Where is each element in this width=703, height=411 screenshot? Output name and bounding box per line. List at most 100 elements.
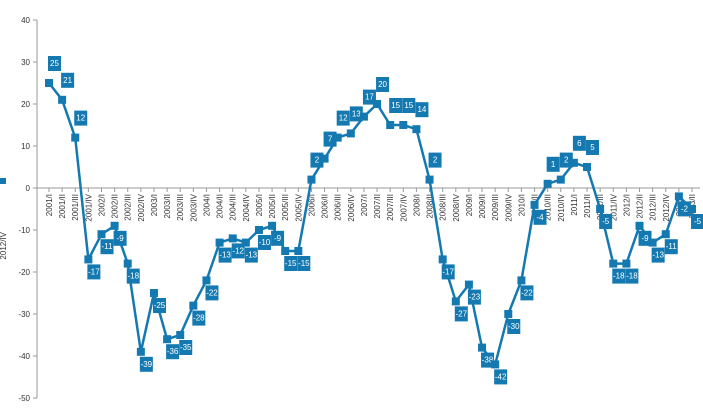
value-label: -17 (442, 267, 454, 276)
value-label: 12 (339, 114, 348, 123)
x-tick-label: 2001/III (71, 194, 80, 221)
point (530, 200, 539, 209)
y-tick-label: 10 (21, 142, 30, 151)
y-tick-label: -20 (18, 268, 30, 277)
value-label: -9 (641, 234, 649, 243)
point (583, 163, 592, 171)
value-label-bg (192, 310, 206, 326)
value-label: 1 (551, 160, 556, 169)
value-label: 2 (433, 156, 438, 165)
value-label-bg (691, 214, 703, 229)
value-label: -13 (246, 251, 258, 260)
x-tick-label: 2009/I (465, 194, 474, 216)
value-label: -9 (274, 234, 282, 243)
value-label-bg (310, 152, 324, 168)
value-label: 25 (50, 59, 59, 68)
value-label: -11 (666, 242, 678, 251)
y-tick-label: 0 (26, 184, 31, 193)
value-label-bg (126, 268, 140, 284)
point (136, 347, 145, 356)
value-label-bg (402, 98, 416, 113)
value-label-bg (152, 298, 166, 313)
value-label: -2 (681, 204, 689, 213)
point (320, 154, 329, 163)
point (241, 238, 250, 247)
point (478, 343, 487, 352)
value-label-bg (179, 340, 193, 355)
value-label: -15 (285, 259, 297, 268)
value-label-bg (113, 230, 127, 246)
x-tick-label: 2008/I (412, 194, 421, 216)
series-line (48, 82, 693, 368)
value-label: -10 (259, 238, 271, 247)
value-label-bg (599, 214, 613, 229)
x-tick-label: 2009/II (478, 194, 487, 218)
value-label: -42 (495, 372, 507, 381)
value-label: 15 (404, 101, 413, 110)
x-tick-label: 2001/I (45, 194, 54, 216)
point (543, 179, 552, 188)
point (399, 121, 408, 129)
point (622, 259, 631, 268)
value-label: -27 (456, 309, 468, 318)
value-label-bg (87, 264, 101, 280)
point (412, 125, 421, 134)
y-tick-label: -30 (18, 310, 30, 319)
value-label-bg (638, 230, 652, 246)
value-label-bg (494, 369, 508, 385)
point (228, 234, 237, 243)
point (674, 192, 683, 201)
x-tick-label: 2012/I (622, 194, 631, 216)
value-label-bg (257, 235, 271, 250)
value-label-bg (507, 319, 521, 334)
x-tick-label: 2003/II (163, 194, 172, 218)
value-label: -28 (193, 314, 205, 323)
point (556, 175, 565, 184)
value-label-bg (625, 268, 639, 284)
value-label-bg (271, 230, 285, 246)
point (176, 331, 185, 339)
x-tick-label: 2009/IV (504, 193, 513, 221)
point (189, 301, 198, 310)
point (163, 335, 172, 344)
point (517, 276, 526, 285)
value-label: -13 (219, 251, 231, 260)
value-label-bg (74, 110, 88, 126)
point (97, 230, 106, 239)
value-label: -12 (232, 246, 244, 255)
legend-label: 2012/IV (0, 231, 8, 259)
point (215, 238, 224, 247)
point (661, 230, 670, 239)
y-tick-label: -10 (18, 226, 30, 235)
value-label-bg (284, 256, 298, 271)
value-label: -22 (521, 288, 533, 297)
value-label: 17 (365, 93, 374, 102)
value-label: -39 (141, 360, 153, 369)
value-label: -18 (626, 272, 638, 281)
y-tick-label: 30 (21, 58, 30, 67)
x-tick-label: 2005/I (255, 194, 264, 216)
x-tick-label: 2002/III (124, 194, 133, 221)
value-label: -13 (652, 251, 664, 260)
value-label-bg (664, 239, 678, 255)
x-tick-label: 2008/II (426, 194, 435, 218)
point (281, 247, 290, 255)
x-tick-label: 2007/I (360, 194, 369, 216)
y-tick-label: -50 (18, 394, 30, 403)
value-label-bg (244, 247, 258, 263)
value-label: -17 (88, 267, 100, 276)
x-tick-label: 2002/IV (137, 193, 146, 221)
point (491, 360, 500, 369)
y-tick-label: 20 (21, 100, 30, 109)
value-label-bg (349, 106, 363, 122)
value-label-bg (218, 247, 232, 263)
value-label-bg (48, 56, 61, 71)
x-tick-label: 2006/II (321, 194, 330, 218)
value-label: -11 (102, 242, 114, 251)
x-tick-label: 2011/I (570, 194, 579, 216)
point (609, 259, 618, 268)
value-label-bg (205, 285, 219, 301)
value-label: 21 (63, 76, 72, 85)
value-label-bg (297, 256, 311, 271)
